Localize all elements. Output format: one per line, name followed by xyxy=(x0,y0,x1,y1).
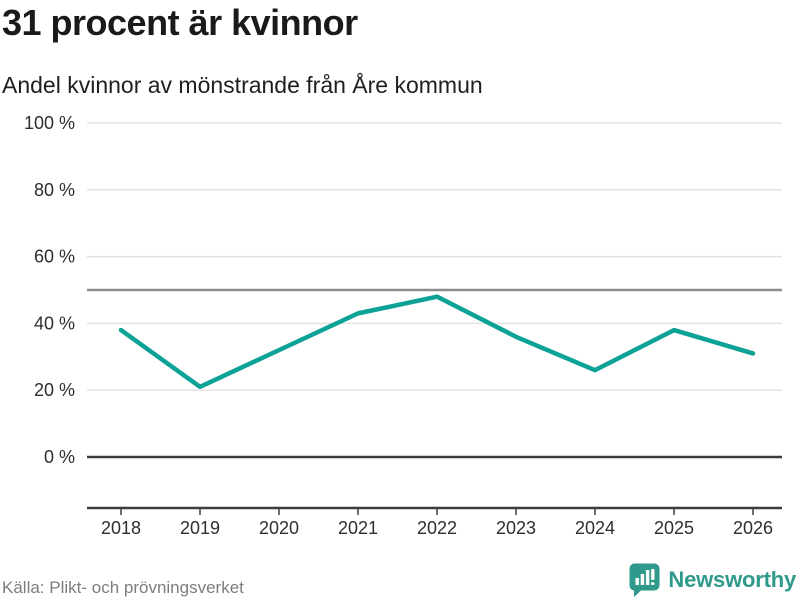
y-axis-label: 0 % xyxy=(44,447,75,467)
x-axis-label: 2019 xyxy=(180,518,220,538)
x-axis-label: 2020 xyxy=(259,518,299,538)
x-axis-label: 2021 xyxy=(338,518,378,538)
brand-wordmark: Newsworthy xyxy=(668,567,796,592)
x-axis-label: 2018 xyxy=(101,518,141,538)
data-line-series xyxy=(118,294,756,390)
x-axis-label: 2025 xyxy=(654,518,694,538)
newsworthy-brand: Newsworthy xyxy=(628,561,796,599)
x-axis-label: 2023 xyxy=(496,518,536,538)
page-title: 31 procent är kvinnor xyxy=(2,2,358,43)
x-axis-label: 2024 xyxy=(575,518,615,538)
x-axis-label: 2022 xyxy=(417,518,457,538)
y-axis-label: 100 % xyxy=(24,113,75,133)
y-axis-label: 40 % xyxy=(34,313,75,333)
y-axis-label: 20 % xyxy=(34,380,75,400)
newsworthy-logo-icon xyxy=(629,563,660,597)
y-axis-label: 60 % xyxy=(34,247,75,267)
chart-subtitle: Andel kvinnor av mönstrande från Åre kom… xyxy=(2,72,483,98)
y-axis-label: 80 % xyxy=(34,180,75,200)
x-axis-label: 2026 xyxy=(733,518,773,538)
source-note: Källa: Plikt- och prövningsverket xyxy=(2,578,244,597)
